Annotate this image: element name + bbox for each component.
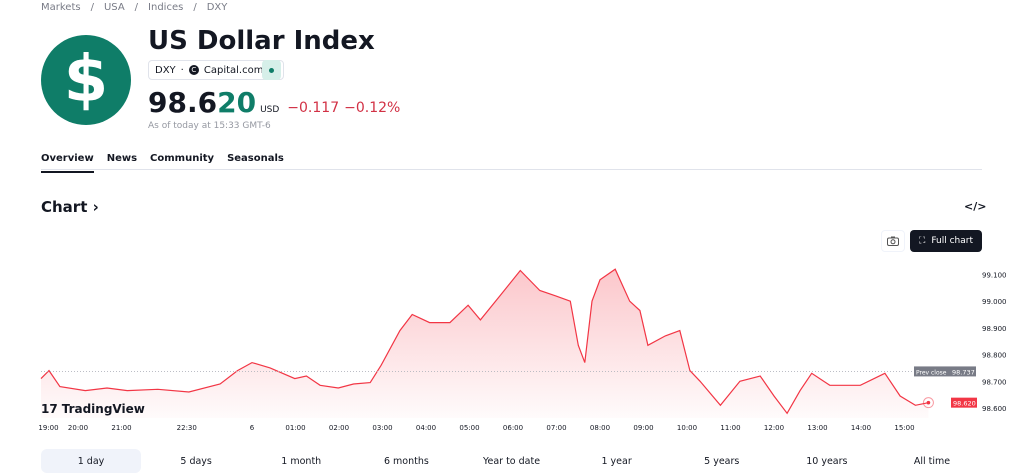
x-tick-label: 10:00 bbox=[677, 424, 697, 432]
capital-com-icon: C bbox=[188, 65, 199, 75]
chart-title: Chart bbox=[41, 198, 88, 216]
x-tick-label: 08:00 bbox=[590, 424, 610, 432]
prev-close-value: 98.737 bbox=[952, 368, 975, 376]
y-tick-label: 98.600 bbox=[982, 405, 1007, 413]
period-5-years[interactable]: 5 years bbox=[704, 455, 740, 467]
x-tick-label: 13:00 bbox=[807, 424, 827, 432]
y-tick-label: 99.000 bbox=[982, 298, 1007, 306]
breadcrumb-usa[interactable]: USA bbox=[103, 2, 125, 13]
x-tick-label: 04:00 bbox=[416, 424, 436, 432]
breadcrumb: Markets / USA / Indices / DXY bbox=[41, 2, 228, 13]
price-display: 98.6 20 USD −0.117 −0.12% bbox=[148, 86, 400, 119]
page-title: US Dollar Index bbox=[148, 26, 375, 56]
last-price-dot bbox=[926, 400, 931, 405]
x-tick-label: 01:00 bbox=[285, 424, 305, 432]
tab-divider bbox=[41, 169, 982, 170]
market-status-button[interactable] bbox=[262, 60, 281, 80]
x-tick-label: 6 bbox=[250, 424, 255, 432]
exchange: Capital.com bbox=[203, 64, 264, 76]
embed-code-icon[interactable]: </> bbox=[964, 200, 987, 213]
x-tick-label: 19:00 bbox=[38, 424, 58, 432]
tab-bar: Overview News Community Seasonals bbox=[41, 153, 284, 173]
price-change-percent: −0.12% bbox=[344, 100, 401, 116]
period-5-days[interactable]: 5 days bbox=[180, 455, 212, 467]
tab-community[interactable]: Community bbox=[150, 153, 215, 164]
breadcrumb-markets[interactable]: Markets bbox=[41, 2, 81, 13]
period-1-year[interactable]: 1 year bbox=[601, 455, 632, 467]
x-tick-label: 15:00 bbox=[894, 424, 914, 432]
x-tick-label: 09:00 bbox=[633, 424, 653, 432]
period-all-time[interactable]: All time bbox=[913, 455, 951, 467]
y-tick-label: 98.900 bbox=[982, 325, 1007, 333]
tradingview-label: TradingView bbox=[61, 402, 145, 416]
x-tick-label: 02:00 bbox=[329, 424, 349, 432]
y-tick-label: 98.700 bbox=[982, 378, 1007, 386]
tab-overview[interactable]: Overview bbox=[41, 153, 94, 173]
as-of-timestamp: As of today at 15:33 GMT-6 bbox=[148, 121, 271, 131]
price-change: −0.117 bbox=[287, 100, 340, 116]
full-chart-button[interactable]: ⛶ Full chart bbox=[910, 230, 982, 252]
prev-close-label: Prev close bbox=[916, 369, 947, 376]
period-year-to-date[interactable]: Year to date bbox=[482, 455, 541, 467]
x-tick-label: 14:00 bbox=[851, 424, 871, 432]
x-tick-label: 20:00 bbox=[68, 424, 88, 432]
period-1-month[interactable]: 1 month bbox=[281, 455, 322, 467]
y-tick-label: 99.100 bbox=[982, 272, 1007, 280]
dollar-logo: $ bbox=[41, 35, 131, 125]
x-tick-label: 12:00 bbox=[764, 424, 784, 432]
x-tick-label: 03:00 bbox=[372, 424, 392, 432]
full-chart-label: Full chart bbox=[931, 236, 973, 246]
period-selector: 1 day 5 days 1 month 6 months Year to da… bbox=[41, 449, 982, 473]
chart-title-link[interactable]: Chart › bbox=[41, 198, 99, 216]
camera-icon bbox=[887, 236, 899, 246]
x-tick-label: 06:00 bbox=[503, 424, 523, 432]
price-area bbox=[41, 269, 929, 418]
y-tick-label: 98.800 bbox=[982, 352, 1007, 360]
tab-news[interactable]: News bbox=[106, 153, 138, 164]
currency: USD bbox=[260, 105, 280, 115]
tab-seasonals[interactable]: Seasonals bbox=[227, 153, 284, 164]
market-open-dot-icon bbox=[269, 67, 274, 73]
chevron-right-icon: › bbox=[92, 198, 99, 216]
last-price-pulse bbox=[922, 397, 934, 409]
x-tick-label: 22:30 bbox=[177, 424, 197, 432]
period-10-years[interactable]: 10 years bbox=[806, 455, 848, 467]
breadcrumb-indices[interactable]: Indices bbox=[148, 2, 184, 13]
price-main: 98.6 bbox=[148, 86, 218, 119]
x-tick-label: 11:00 bbox=[720, 424, 740, 432]
period-1-day[interactable]: 1 day bbox=[41, 449, 141, 473]
fullscreen-icon: ⛶ bbox=[919, 236, 926, 246]
tradingview-icon: 𝟭𝟳 bbox=[41, 402, 58, 416]
last-price-label: 98.620 bbox=[953, 400, 976, 408]
symbol: DXY bbox=[155, 64, 176, 76]
last-price-badge bbox=[951, 397, 977, 408]
price-tail: 20 bbox=[217, 86, 257, 119]
period-6-months[interactable]: 6 months bbox=[383, 455, 429, 467]
breadcrumb-dxy: DXY bbox=[206, 2, 228, 13]
price-line bbox=[40, 268, 929, 415]
price-chart[interactable]: 99.100 99.000 98.900 98.800 98.700 98.600 19:0… bbox=[0, 0, 1024, 440]
x-tick-label: 07:00 bbox=[546, 424, 566, 432]
x-tick-label: 05:00 bbox=[459, 424, 479, 432]
snapshot-button[interactable] bbox=[881, 230, 905, 252]
tradingview-logo[interactable]: 𝟭𝟳 TradingView bbox=[41, 402, 145, 416]
prev-close-badge bbox=[914, 366, 976, 377]
x-tick-label: 21:00 bbox=[111, 424, 131, 432]
